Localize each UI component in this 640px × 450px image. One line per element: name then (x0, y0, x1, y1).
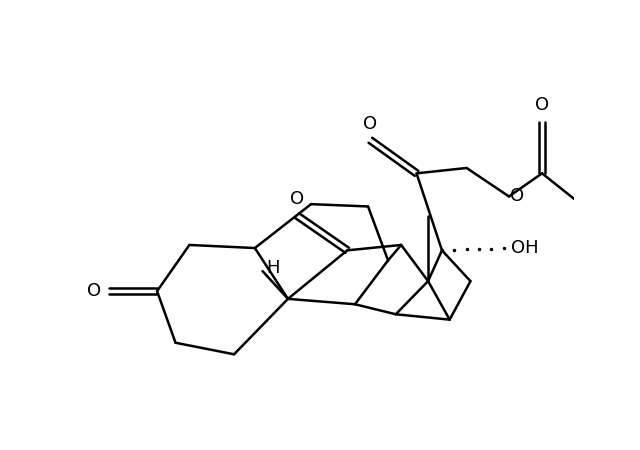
Text: O: O (87, 282, 101, 300)
Text: O: O (364, 115, 378, 133)
Text: OH: OH (511, 239, 539, 257)
Text: O: O (535, 96, 549, 114)
Text: O: O (290, 190, 304, 208)
Text: H: H (266, 259, 279, 277)
Text: O: O (509, 188, 524, 206)
